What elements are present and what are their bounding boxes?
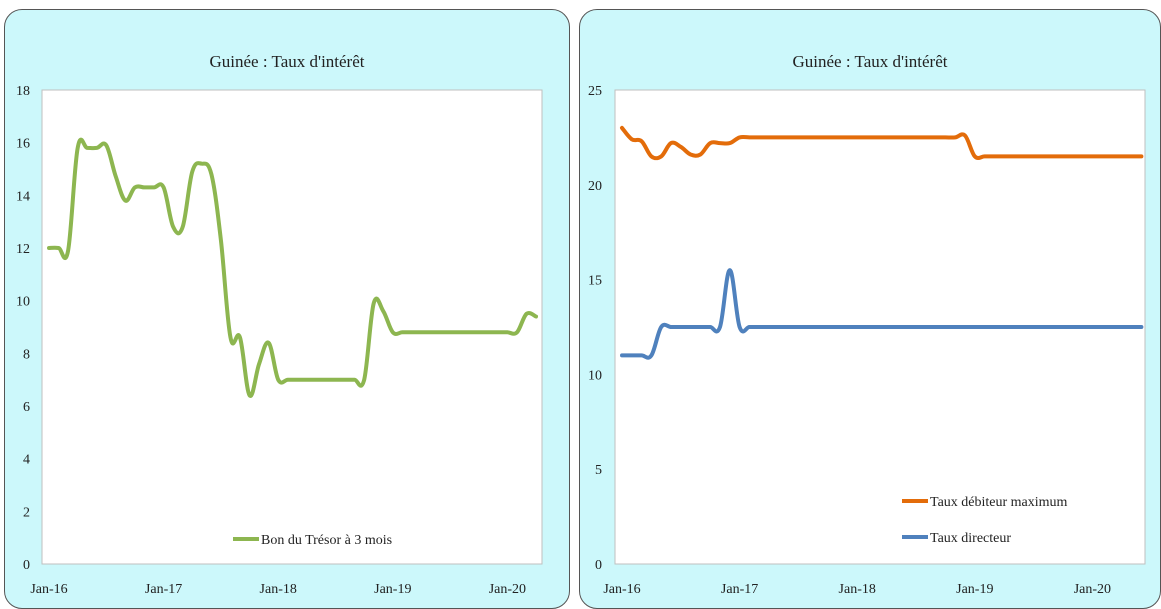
y-tick-label: 4 bbox=[23, 453, 30, 468]
series-line bbox=[47, 137, 538, 398]
y-tick-label: 0 bbox=[595, 558, 602, 573]
y-tick-label: 6 bbox=[23, 400, 30, 415]
x-tick-label: Jan-19 bbox=[374, 582, 411, 597]
y-tick-label: 5 bbox=[595, 463, 602, 478]
chart-panel-right: Guinée : Taux d'intérêt 0 5 10 15 20 25 Jan-16… bbox=[579, 9, 1161, 609]
x-tick-label: Jan-18 bbox=[839, 582, 876, 597]
y-tick-label: 0 bbox=[23, 558, 30, 573]
chart-panel-left: Guinée : Taux d'intérêt 0 2 4 6 8 10 12 14 16 18 J… bbox=[4, 9, 570, 609]
chart-canvas: 0 5 10 15 20 25 Jan-16 Jan-17 Jan-18 Jan-19 Jan-20… bbox=[588, 84, 1146, 597]
series-line bbox=[620, 125, 1144, 161]
y-tick-label: 16 bbox=[16, 137, 30, 152]
y-tick-label: 8 bbox=[23, 347, 30, 362]
y-tick-label: 12 bbox=[16, 242, 30, 257]
x-tick-label: Jan-20 bbox=[1074, 582, 1111, 597]
x-tick-label: Jan-20 bbox=[489, 582, 526, 597]
y-tick-label: 14 bbox=[16, 189, 30, 204]
y-tick-label: 25 bbox=[588, 84, 602, 99]
series-1 bbox=[620, 268, 1144, 360]
legend-label: Taux directeur bbox=[930, 531, 1011, 546]
y-tick-label: 20 bbox=[588, 179, 602, 194]
chart-canvas: 0 2 4 6 8 10 12 14 16 18 Jan-16 Jan-17 Jan-18 Jan-19 J… bbox=[16, 84, 543, 597]
y-tick-label: 18 bbox=[16, 84, 30, 99]
x-tick-label: Jan-17 bbox=[721, 582, 758, 597]
legend-label: Bon du Trésor à 3 mois bbox=[261, 533, 392, 548]
y-tick-label: 10 bbox=[16, 295, 30, 310]
series-line bbox=[620, 268, 1144, 360]
x-tick-label: Jan-18 bbox=[260, 582, 297, 597]
x-tick-label: Jan-16 bbox=[30, 582, 67, 597]
chart-title: Guinée : Taux d'intérêt bbox=[209, 52, 365, 71]
y-tick-label: 2 bbox=[23, 505, 30, 520]
chart-title: Guinée : Taux d'intérêt bbox=[792, 52, 948, 71]
x-tick-label: Jan-19 bbox=[956, 582, 993, 597]
y-tick-label: 15 bbox=[588, 274, 602, 289]
plot-area bbox=[41, 89, 543, 565]
series-0 bbox=[47, 137, 538, 398]
legend-label: Taux débiteur maximum bbox=[930, 495, 1068, 510]
x-tick-label: Jan-16 bbox=[603, 582, 640, 597]
x-tick-label: Jan-17 bbox=[145, 582, 182, 597]
y-tick-label: 10 bbox=[588, 368, 602, 383]
series-0 bbox=[620, 125, 1144, 161]
